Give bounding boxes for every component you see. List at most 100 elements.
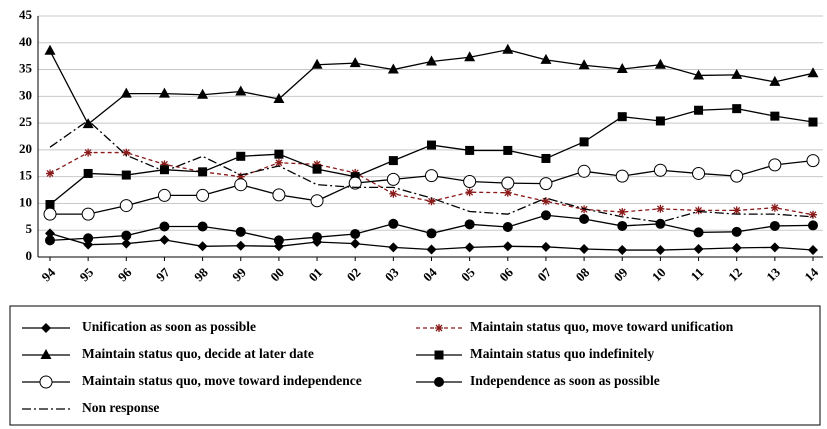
marker <box>502 241 513 252</box>
legend-label: Maintain status quo indefinitely <box>470 346 654 361</box>
x-tick-label: 04 <box>420 264 440 284</box>
x-tick-label: 11 <box>687 265 706 284</box>
marker <box>121 230 132 241</box>
legend-label: Unification as soon as possible <box>82 319 256 334</box>
marker <box>541 197 550 206</box>
marker <box>388 218 399 229</box>
marker <box>807 67 819 78</box>
marker <box>122 148 131 157</box>
marker <box>386 172 400 186</box>
marker <box>539 177 553 191</box>
legend-label: Maintain status quo, move toward unifica… <box>470 319 734 334</box>
marker <box>313 160 322 169</box>
marker <box>464 51 476 62</box>
marker <box>501 176 515 190</box>
marker <box>387 63 399 74</box>
marker <box>121 170 131 180</box>
marker <box>45 200 55 210</box>
series-line <box>49 119 814 223</box>
marker <box>731 226 742 237</box>
marker <box>617 245 628 256</box>
marker <box>388 156 398 166</box>
marker <box>731 68 743 79</box>
x-tick-label: 00 <box>267 265 287 285</box>
legend-label: Independence as soon as possible <box>470 373 660 388</box>
marker <box>234 178 248 192</box>
marker <box>502 43 514 54</box>
x-tick-label: 02 <box>344 265 364 285</box>
y-tick-label: 0 <box>26 248 33 263</box>
marker <box>655 116 665 126</box>
marker <box>274 158 283 167</box>
marker <box>615 169 629 183</box>
y-tick-label: 30 <box>19 87 32 102</box>
marker <box>770 111 780 121</box>
marker <box>465 188 474 197</box>
marker <box>655 245 666 256</box>
x-tick-label: 09 <box>611 264 631 284</box>
marker <box>272 188 286 202</box>
x-tick-label: 01 <box>305 265 325 285</box>
marker <box>503 145 513 155</box>
x-tick-label: 14 <box>801 264 821 284</box>
marker <box>694 206 703 215</box>
x-tick-label: 06 <box>496 264 516 284</box>
x-tick-label: 99 <box>229 264 249 284</box>
marker <box>157 188 171 202</box>
x-tick-label: 12 <box>725 265 745 285</box>
marker <box>197 88 209 99</box>
marker <box>389 189 398 198</box>
marker <box>617 112 627 122</box>
marker <box>618 208 627 217</box>
legend-label: Non response <box>82 400 159 415</box>
marker <box>84 148 93 157</box>
marker <box>770 203 779 212</box>
marker <box>540 53 552 64</box>
y-tick-label: 5 <box>26 221 33 236</box>
marker <box>235 85 247 96</box>
marker <box>121 238 132 249</box>
y-tick-label: 20 <box>19 141 32 156</box>
marker <box>579 137 589 147</box>
legend-marker <box>39 375 53 389</box>
x-tick-label: 08 <box>573 264 593 284</box>
marker <box>159 234 170 245</box>
marker <box>579 243 590 254</box>
marker <box>349 57 361 68</box>
marker <box>731 242 742 253</box>
x-tick-label: 94 <box>38 264 58 284</box>
legend-label: Maintain status quo, decide at later dat… <box>82 346 314 361</box>
legend-marker <box>434 350 444 360</box>
y-tick-label: 15 <box>19 168 33 183</box>
marker <box>196 188 210 202</box>
marker <box>654 58 666 69</box>
x-tick-label: 10 <box>649 265 669 285</box>
marker <box>46 169 54 178</box>
marker <box>655 218 666 229</box>
marker <box>617 220 628 231</box>
marker <box>159 165 169 175</box>
marker <box>160 160 169 169</box>
marker <box>236 172 245 181</box>
marker <box>236 151 246 161</box>
marker <box>503 188 512 197</box>
x-tick-label: 97 <box>153 264 173 284</box>
marker <box>578 59 590 70</box>
marker <box>540 210 551 221</box>
marker <box>44 44 56 55</box>
legend-marker <box>434 377 444 387</box>
marker <box>808 245 818 256</box>
y-tick-label: 35 <box>19 61 33 76</box>
marker <box>426 228 437 239</box>
marker <box>694 105 704 115</box>
marker <box>732 104 742 114</box>
marker <box>83 233 94 244</box>
marker <box>427 197 436 206</box>
marker <box>809 210 817 219</box>
marker <box>769 242 780 253</box>
marker <box>616 63 628 74</box>
marker <box>83 168 93 178</box>
marker <box>692 166 706 180</box>
marker <box>768 158 782 172</box>
